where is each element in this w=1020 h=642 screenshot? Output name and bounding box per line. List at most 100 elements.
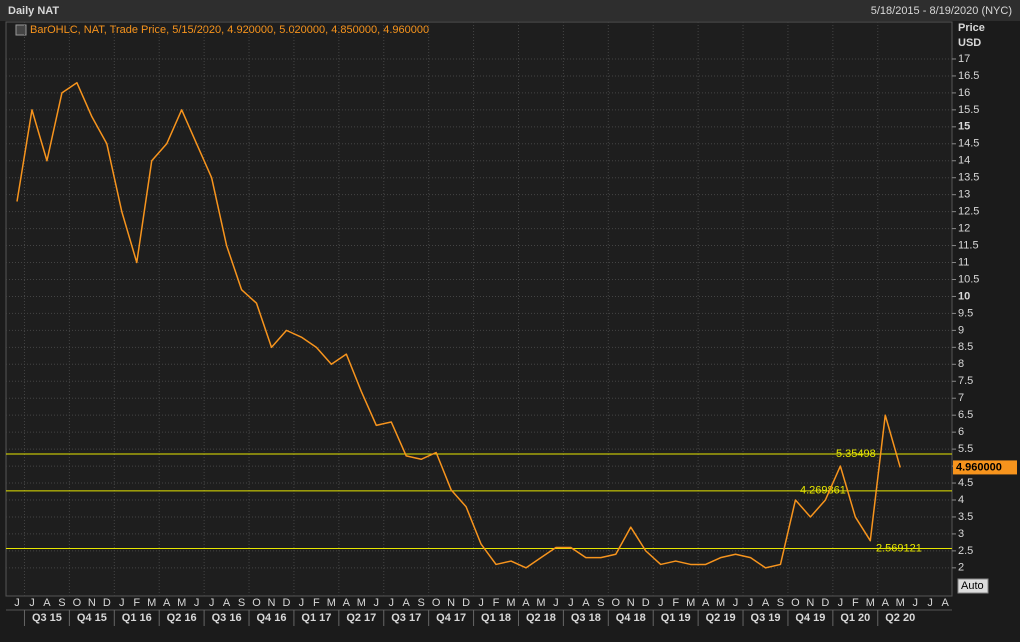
- y-axis-unit: USD: [958, 37, 981, 49]
- y-tick-label: 12.5: [958, 206, 979, 218]
- x-tick-label: M: [506, 597, 515, 609]
- y-tick-label: 15: [958, 121, 970, 133]
- x-tick-label: F: [133, 597, 140, 609]
- quarter-label: Q1 19: [661, 612, 691, 624]
- quarter-label: Q3 16: [212, 612, 242, 624]
- x-tick-label: N: [88, 597, 96, 609]
- y-tick-label: 14.5: [958, 138, 979, 150]
- y-tick-label: 10.5: [958, 273, 979, 285]
- x-tick-label: A: [762, 597, 770, 609]
- y-tick-label: 3: [958, 528, 964, 540]
- last-price-box: [953, 460, 1017, 475]
- chart-title: Daily NAT: [8, 5, 59, 17]
- x-tick-label: M: [147, 597, 156, 609]
- quarter-label: Q1 17: [301, 612, 331, 624]
- x-tick-label: D: [462, 597, 470, 609]
- auto-button[interactable]: [957, 578, 989, 594]
- x-tick-label: F: [493, 597, 500, 609]
- quarter-label: Q4 15: [77, 612, 107, 624]
- x-tick-label: O: [791, 597, 800, 609]
- quarter-label: Q1 16: [122, 612, 152, 624]
- x-tick-label: A: [343, 597, 351, 609]
- y-tick-label: 7: [958, 392, 964, 404]
- y-tick-label: 11: [958, 256, 969, 268]
- y-tick-label: 10: [958, 290, 970, 302]
- y-tick-label: 8.5: [958, 341, 973, 353]
- plot-area: [5, 21, 953, 597]
- x-tick-label: D: [642, 597, 650, 609]
- reference-label: 5.35498: [836, 448, 876, 460]
- x-tick-label: M: [327, 597, 336, 609]
- x-tick-label: S: [418, 597, 425, 609]
- y-tick-label: 2.5: [958, 545, 973, 557]
- y-tick-label: 11.5: [958, 239, 979, 251]
- y-tick-label: 9.5: [958, 307, 973, 319]
- y-tick-label: 3.5: [958, 511, 973, 523]
- x-tick-label: M: [177, 597, 186, 609]
- x-tick-label: J: [119, 597, 125, 609]
- x-tick-label: J: [299, 597, 305, 609]
- y-tick-label: 12: [958, 223, 970, 235]
- x-tick-label: M: [896, 597, 905, 609]
- x-tick-label: A: [522, 597, 530, 609]
- quarter-label: Q2 20: [885, 612, 915, 624]
- x-tick-label: A: [223, 597, 231, 609]
- x-tick-label: O: [432, 597, 441, 609]
- x-tick-label: J: [478, 597, 484, 609]
- x-tick-label: A: [941, 597, 949, 609]
- quarter-label: Q4 17: [436, 612, 466, 624]
- y-tick-label: 15.5: [958, 104, 979, 116]
- quarter-label: Q3 19: [751, 612, 781, 624]
- legend-icon: [15, 24, 27, 36]
- x-tick-label: S: [597, 597, 604, 609]
- quarter-label: Q2 19: [706, 612, 736, 624]
- y-tick-label: 17: [958, 53, 970, 65]
- y-tick-label: 2: [958, 562, 964, 574]
- quarter-label: Q4 16: [257, 612, 287, 624]
- y-tick-label: 16: [958, 87, 970, 99]
- quarter-label: Q4 19: [795, 612, 825, 624]
- y-tick-label: 5.5: [958, 443, 973, 455]
- x-tick-label: J: [194, 597, 200, 609]
- y-tick-label: 6.5: [958, 409, 973, 421]
- x-tick-label: D: [282, 597, 290, 609]
- x-tick-label: A: [582, 597, 590, 609]
- x-tick-label: J: [838, 597, 844, 609]
- x-tick-label: J: [29, 597, 35, 609]
- x-tick-label: J: [209, 597, 215, 609]
- quarter-label: Q1 18: [481, 612, 511, 624]
- x-tick-label: S: [238, 597, 245, 609]
- y-tick-label: 6: [958, 426, 964, 438]
- x-tick-label: D: [821, 597, 829, 609]
- x-tick-label: S: [777, 597, 784, 609]
- quarter-label: Q1 20: [840, 612, 870, 624]
- reference-label: 2.569121: [876, 542, 922, 554]
- header-bar: [0, 0, 1020, 21]
- y-tick-label: 9: [958, 324, 964, 336]
- x-tick-label: M: [686, 597, 695, 609]
- x-tick-label: N: [447, 597, 455, 609]
- last-price-label: 4.960000: [956, 461, 1002, 473]
- x-tick-label: O: [252, 597, 261, 609]
- quarter-label: Q3 17: [391, 612, 421, 624]
- x-tick-label: A: [882, 597, 890, 609]
- x-tick-label: N: [268, 597, 276, 609]
- y-tick-label: 4: [958, 494, 964, 506]
- legend-text: BarOHLC, NAT, Trade Price, 5/15/2020, 4.…: [30, 24, 429, 36]
- quarter-label: Q3 15: [32, 612, 62, 624]
- x-tick-label: N: [627, 597, 635, 609]
- x-tick-label: J: [568, 597, 574, 609]
- x-tick-label: D: [103, 597, 111, 609]
- x-tick-label: N: [806, 597, 814, 609]
- x-tick-label: J: [927, 597, 933, 609]
- x-tick-label: A: [43, 597, 51, 609]
- y-tick-label: 13.5: [958, 172, 979, 184]
- x-tick-label: F: [313, 597, 320, 609]
- x-tick-label: F: [672, 597, 679, 609]
- x-tick-label: M: [357, 597, 366, 609]
- x-tick-label: A: [702, 597, 710, 609]
- y-tick-label: 14: [958, 155, 970, 167]
- quarter-label: Q3 18: [571, 612, 601, 624]
- x-tick-label: J: [748, 597, 754, 609]
